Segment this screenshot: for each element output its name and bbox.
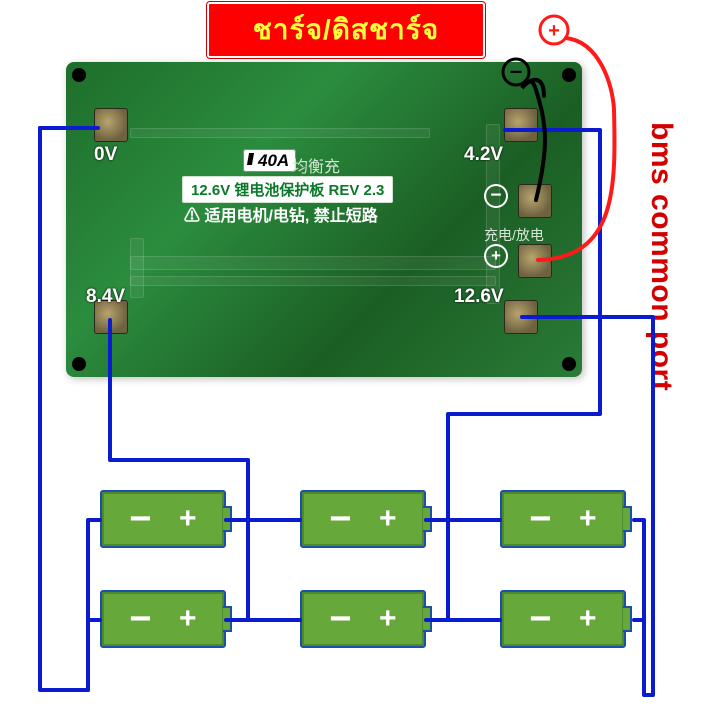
wiring-diagram: – + — [0, 0, 720, 720]
svg-text:–: – — [510, 58, 522, 83]
svg-text:+: + — [548, 20, 560, 42]
